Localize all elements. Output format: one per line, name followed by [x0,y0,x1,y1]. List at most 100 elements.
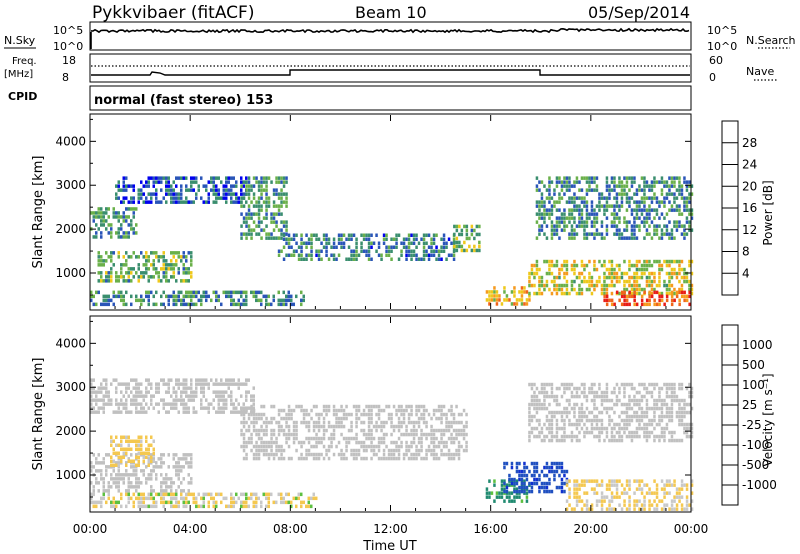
power-cell [157,275,160,279]
power-cell [578,196,581,200]
power-cell [495,298,499,302]
velocity-cell [445,428,448,433]
power-cell [97,215,100,219]
velocity-cell [152,447,155,451]
velocity-cell [670,418,674,423]
velocity-cell [140,435,143,439]
power-cell [683,228,686,232]
power-cell [125,207,128,211]
power-cell [167,267,170,271]
power-cell [528,271,531,276]
velocity-cell [570,382,574,387]
velocity-cell [420,428,423,433]
power-cell [473,248,476,253]
power-cell [635,283,639,288]
power-cell [540,204,544,208]
power-cell [688,220,691,224]
power-cell [533,291,536,296]
velocity-cell [425,436,428,441]
velocity-cell [252,394,255,398]
velocity-cell [432,444,436,449]
velocity-cell [110,473,113,477]
velocity-cell [135,473,138,477]
velocity-cell [665,414,669,419]
power-cell [583,204,586,208]
power-cell [265,200,268,204]
velocity-cell [583,394,586,399]
velocity-cell [245,492,248,497]
velocity-cell [397,416,401,421]
power-cell [673,291,676,296]
velocity-cell [437,416,441,421]
velocity-cell [643,382,646,387]
power-cell [643,208,646,212]
power-cell [302,257,306,261]
velocity-cell [533,390,536,395]
power-cell [663,196,666,200]
velocity-cell [270,444,273,449]
power-cell [285,176,288,180]
velocity-cell [615,398,619,403]
velocity-cell [673,390,676,395]
velocity-cell [290,456,293,461]
power-cell [157,255,160,259]
velocity-cell [180,394,183,398]
velocity-cell [265,452,268,457]
cpid-label: CPID [8,90,37,103]
velocity-cell [175,394,178,398]
velocity-cell [407,404,411,409]
power-cell [663,184,666,188]
power-cell [650,271,654,276]
power-cell [613,184,616,188]
power-cell [580,279,584,284]
velocity-cell [412,428,416,433]
velocity-cell [390,440,393,445]
power-cell [232,290,235,295]
velocity-cell [573,406,576,411]
power-cell [275,212,278,216]
velocity-cell [633,430,636,435]
velocity-cell [635,414,639,419]
velocity-cell [217,390,220,394]
power-cell [575,204,579,208]
power-cell [235,200,238,204]
power-cell [260,196,263,200]
power-cell [125,302,128,307]
power-cell [217,192,220,196]
velocity-cell [635,410,639,415]
power-cell [688,294,691,299]
velocity-cell [115,481,118,485]
power-cell [225,196,228,200]
power-cell [267,204,271,208]
velocity-cell [415,408,418,413]
velocity-cell [267,496,270,501]
velocity-cell [162,453,165,457]
velocity-cell [242,436,246,441]
power-cell [92,215,95,219]
velocity-cell [300,404,303,409]
velocity-cell [425,452,428,457]
velocity-cell [305,408,308,413]
velocity-cell [252,386,255,390]
velocity-cell [242,416,246,421]
power-cell [455,228,459,233]
power-cell [170,196,173,200]
power-cell [302,241,306,245]
velocity-cell [262,448,266,453]
velocity-cell [683,406,686,411]
power-cell [277,236,281,240]
velocity-cell [625,422,629,427]
power-cell [320,249,323,253]
power-cell [300,302,303,307]
velocity-cell [140,382,143,386]
velocity-cell [397,404,401,409]
velocity-cell [242,408,246,413]
velocity-cell [117,485,120,489]
power-cell [340,245,343,249]
power-cell [653,208,656,212]
velocity-cell [615,495,619,499]
power-cell [565,200,569,204]
velocity-cell [630,386,634,391]
velocity-cell [175,496,178,501]
power-cell [583,196,586,200]
